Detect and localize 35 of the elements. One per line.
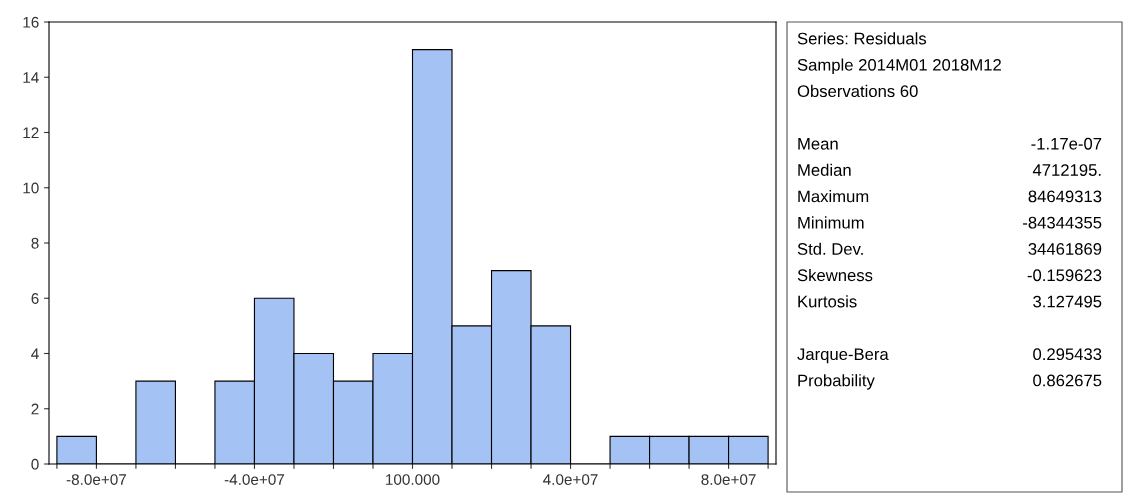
text: -1.17e-07 xyxy=(1031,137,1102,150)
text: 34461869 xyxy=(1028,243,1102,255)
x-tick-label: 4.0e+07 xyxy=(543,474,598,485)
y-tick-label: 8 xyxy=(31,237,39,249)
y-tick-label: 2 xyxy=(31,403,39,415)
text: Std. Dev. xyxy=(797,242,863,255)
x-tick-label: -4.0e+07 xyxy=(224,474,285,485)
y-tick-label: 4 xyxy=(31,348,39,360)
y-tick-label: 6 xyxy=(31,293,39,304)
text: Skewness xyxy=(797,268,873,282)
x-tick-label: -8.0e+07 xyxy=(66,474,127,485)
text: Minimum xyxy=(798,216,864,229)
x-tick-label: 100.000 xyxy=(386,474,440,485)
y-tick-label: 12 xyxy=(23,127,39,139)
text: 84649313 xyxy=(1028,190,1102,203)
y-tick-label: 0 xyxy=(31,458,39,470)
y-tick-label: 14 xyxy=(23,72,39,83)
text: Sample 2014M01 2018M12 xyxy=(797,58,1001,75)
text: -0.159623 xyxy=(1027,269,1102,282)
y-tick-label: 16 xyxy=(23,16,39,28)
text: Jarque-Bera xyxy=(797,348,889,364)
text: Observations 60 xyxy=(797,84,918,98)
text: 3.127495 xyxy=(1033,295,1102,308)
text: Kurtosis xyxy=(798,295,857,308)
text: 0.295433 xyxy=(1033,348,1102,361)
y-tick-label: 10 xyxy=(23,182,39,194)
text: Maximum xyxy=(798,190,869,203)
text: -84344355 xyxy=(1023,216,1102,229)
text: Series: Residuals xyxy=(797,32,927,45)
text: Median xyxy=(798,163,851,176)
text: Probability xyxy=(798,374,875,390)
text: 4712195. xyxy=(1032,164,1101,176)
x-tick-label: 8.0e+07 xyxy=(701,474,756,485)
text: 0.862675 xyxy=(1033,374,1102,387)
text: Mean xyxy=(798,138,838,150)
